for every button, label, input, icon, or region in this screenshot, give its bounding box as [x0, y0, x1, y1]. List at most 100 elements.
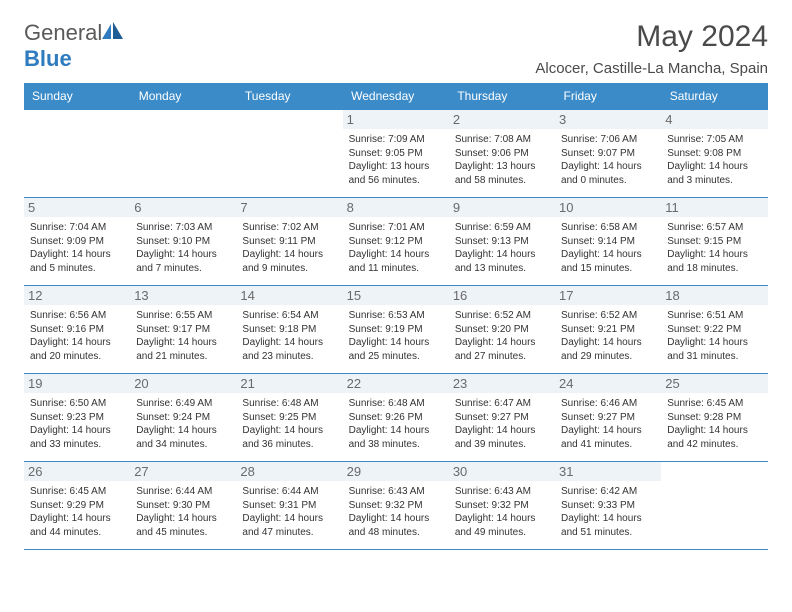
sunrise-line: Sunrise: 7:04 AM: [30, 222, 106, 233]
sunset-line: Sunset: 9:21 PM: [561, 324, 635, 335]
day-number: 14: [236, 286, 342, 305]
sunrise-line: Sunrise: 6:44 AM: [136, 486, 212, 497]
day-number: 7: [236, 198, 342, 217]
day-number: 9: [449, 198, 555, 217]
day-cell: 2Sunrise: 7:08 AMSunset: 9:06 PMDaylight…: [449, 110, 555, 198]
day-cell: 1Sunrise: 7:09 AMSunset: 9:05 PMDaylight…: [343, 110, 449, 198]
day-details: Sunrise: 6:52 AMSunset: 9:20 PMDaylight:…: [455, 309, 549, 363]
sunrise-line: Sunrise: 7:09 AM: [349, 134, 425, 145]
day-number: 4: [661, 110, 767, 129]
sunrise-line: Sunrise: 7:02 AM: [242, 222, 318, 233]
day-details: Sunrise: 6:57 AMSunset: 9:15 PMDaylight:…: [667, 221, 761, 275]
sunset-line: Sunset: 9:24 PM: [136, 412, 210, 423]
logo-sail-icon: [102, 22, 124, 40]
daylight-line: Daylight: 14 hours and 15 minutes.: [561, 249, 642, 274]
sunrise-line: Sunrise: 7:03 AM: [136, 222, 212, 233]
daylight-line: Daylight: 14 hours and 45 minutes.: [136, 513, 217, 538]
day-number: 13: [130, 286, 236, 305]
sunrise-line: Sunrise: 7:05 AM: [667, 134, 743, 145]
sunset-line: Sunset: 9:13 PM: [455, 236, 529, 247]
sunrise-line: Sunrise: 6:46 AM: [561, 398, 637, 409]
location: Alcocer, Castille-La Mancha, Spain: [535, 60, 768, 77]
week-row: 1Sunrise: 7:09 AMSunset: 9:05 PMDaylight…: [24, 110, 768, 198]
sunset-line: Sunset: 9:18 PM: [242, 324, 316, 335]
day-details: Sunrise: 7:04 AMSunset: 9:09 PMDaylight:…: [30, 221, 124, 275]
sunrise-line: Sunrise: 6:51 AM: [667, 310, 743, 321]
sunrise-line: Sunrise: 6:43 AM: [455, 486, 531, 497]
daylight-line: Daylight: 14 hours and 42 minutes.: [667, 425, 748, 450]
day-cell: [236, 110, 342, 198]
daylight-line: Daylight: 14 hours and 0 minutes.: [561, 161, 642, 186]
sunrise-line: Sunrise: 6:50 AM: [30, 398, 106, 409]
sunset-line: Sunset: 9:15 PM: [667, 236, 741, 247]
sunset-line: Sunset: 9:31 PM: [242, 500, 316, 511]
sunset-line: Sunset: 9:19 PM: [349, 324, 423, 335]
daylight-line: Daylight: 14 hours and 23 minutes.: [242, 337, 323, 362]
day-cell: 28 Sunrise: 6:44 AMSunset: 9:31 PMDayligh…: [236, 462, 342, 550]
day-header: Wednesday: [343, 83, 449, 110]
daylight-line: Daylight: 13 hours and 56 minutes.: [349, 161, 430, 186]
daylight-line: Daylight: 14 hours and 34 minutes.: [136, 425, 217, 450]
sunset-line: Sunset: 9:33 PM: [561, 500, 635, 511]
day-number: 10: [555, 198, 661, 217]
day-cell: 23Sunrise: 6:47 AMSunset: 9:27 PMDayligh…: [449, 374, 555, 462]
logo-text: General Blue: [24, 20, 124, 72]
day-number: 25: [661, 374, 767, 393]
day-cell: 17Sunrise: 6:52 AMSunset: 9:21 PMDayligh…: [555, 286, 661, 374]
day-cell: 5Sunrise: 7:04 AMSunset: 9:09 PMDaylight…: [24, 198, 130, 286]
day-details: Sunrise: 7:03 AMSunset: 9:10 PMDaylight:…: [136, 221, 230, 275]
day-number: 28: [236, 462, 342, 481]
daylight-line: Daylight: 14 hours and 47 minutes.: [242, 513, 323, 538]
calendar-body: 1Sunrise: 7:09 AMSunset: 9:05 PMDaylight…: [24, 110, 768, 550]
sunrise-line: Sunrise: 7:01 AM: [349, 222, 425, 233]
day-cell: 31Sunrise: 6:42 AMSunset: 9:33 PMDayligh…: [555, 462, 661, 550]
week-row: 5Sunrise: 7:04 AMSunset: 9:09 PMDaylight…: [24, 198, 768, 286]
sunset-line: Sunset: 9:12 PM: [349, 236, 423, 247]
day-cell: [130, 110, 236, 198]
sunrise-line: Sunrise: 6:55 AM: [136, 310, 212, 321]
week-row: 12Sunrise: 6:56 AMSunset: 9:16 PMDayligh…: [24, 286, 768, 374]
daylight-line: Daylight: 14 hours and 33 minutes.: [30, 425, 111, 450]
day-cell: 22Sunrise: 6:48 AMSunset: 9:26 PMDayligh…: [343, 374, 449, 462]
day-header: Saturday: [661, 83, 767, 110]
daylight-line: Daylight: 14 hours and 39 minutes.: [455, 425, 536, 450]
day-cell: 3Sunrise: 7:06 AMSunset: 9:07 PMDaylight…: [555, 110, 661, 198]
sunset-line: Sunset: 9:06 PM: [455, 148, 529, 159]
sunset-line: Sunset: 9:20 PM: [455, 324, 529, 335]
sunset-line: Sunset: 9:14 PM: [561, 236, 635, 247]
sunset-line: Sunset: 9:32 PM: [349, 500, 423, 511]
day-details: Sunrise: 7:08 AMSunset: 9:06 PMDaylight:…: [455, 133, 549, 187]
day-details: Sunrise: 6:56 AMSunset: 9:16 PMDaylight:…: [30, 309, 124, 363]
sunrise-line: Sunrise: 6:57 AM: [667, 222, 743, 233]
sunset-line: Sunset: 9:32 PM: [455, 500, 529, 511]
daylight-line: Daylight: 14 hours and 38 minutes.: [349, 425, 430, 450]
sunrise-line: Sunrise: 6:52 AM: [455, 310, 531, 321]
logo-part1: General: [24, 20, 102, 45]
day-details: Sunrise: 6:55 AMSunset: 9:17 PMDaylight:…: [136, 309, 230, 363]
daylight-line: Daylight: 14 hours and 11 minutes.: [349, 249, 430, 274]
day-number: 16: [449, 286, 555, 305]
daylight-line: Daylight: 14 hours and 49 minutes.: [455, 513, 536, 538]
day-number: 1: [343, 110, 449, 129]
daylight-line: Daylight: 14 hours and 48 minutes.: [349, 513, 430, 538]
header: General Blue May 2024 Alcocer, Castille-…: [24, 20, 768, 77]
daylight-line: Daylight: 14 hours and 29 minutes.: [561, 337, 642, 362]
day-details: Sunrise: 6:44 AMSunset: 9:31 PMDaylight:…: [242, 485, 336, 539]
day-number: 26: [24, 462, 130, 481]
day-cell: 7Sunrise: 7:02 AMSunset: 9:11 PMDaylight…: [236, 198, 342, 286]
day-cell: 21Sunrise: 6:48 AMSunset: 9:25 PMDayligh…: [236, 374, 342, 462]
daylight-line: Daylight: 14 hours and 44 minutes.: [30, 513, 111, 538]
day-details: Sunrise: 6:43 AM Sunset: 9:32 PM Daylight:…: [455, 485, 549, 539]
sunrise-line: Sunrise: 6:53 AM: [349, 310, 425, 321]
sunrise-line: Sunrise: 6:43 AM: [349, 486, 425, 497]
day-number: 11: [661, 198, 767, 217]
day-number: 18: [661, 286, 767, 305]
daylight-line: Daylight: 14 hours and 31 minutes.: [667, 337, 748, 362]
day-details: Sunrise: 6:51 AMSunset: 9:22 PMDaylight:…: [667, 309, 761, 363]
day-details: Sunrise: 6:59 AMSunset: 9:13 PMDaylight:…: [455, 221, 549, 275]
day-cell: 4Sunrise: 7:05 AMSunset: 9:08 PMDaylight…: [661, 110, 767, 198]
day-cell: 20Sunrise: 6:49 AMSunset: 9:24 PMDayligh…: [130, 374, 236, 462]
day-cell: 16Sunrise: 6:52 AMSunset: 9:20 PMDayligh…: [449, 286, 555, 374]
day-cell: 26Sunrise: 6:45 AMSunset: 9:29 PMDayligh…: [24, 462, 130, 550]
daylight-line: Daylight: 14 hours and 20 minutes.: [30, 337, 111, 362]
